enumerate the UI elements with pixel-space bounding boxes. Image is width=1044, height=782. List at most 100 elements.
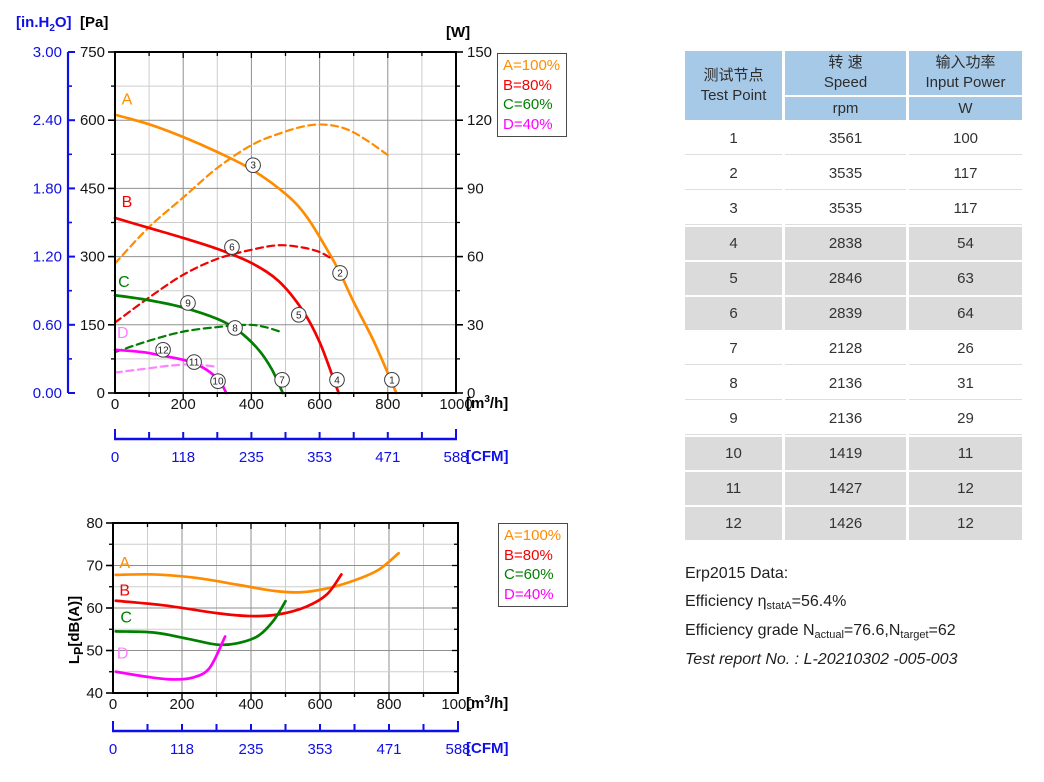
watt-unit-label: [W]	[446, 24, 471, 41]
tick-label: 120	[467, 112, 492, 129]
tick-label: 0	[97, 385, 105, 402]
tick-label: 3.00	[33, 44, 62, 61]
tick-label: 50	[86, 643, 103, 660]
cell-test-point: 6	[685, 297, 782, 330]
pressure-chart-legend: A=100% B=80% C=60% D=40%	[497, 53, 568, 137]
test-point-table: 测试节点 Test Point 转 速 Speed rpm 输入功率 Input Po…	[685, 51, 1022, 540]
test-point-marker-11	[186, 354, 202, 370]
test-point-marker-7	[274, 372, 290, 388]
table-row: 9 2136 29	[685, 402, 1022, 435]
table-row: 2 3535 117	[685, 157, 1022, 190]
cell-test-point: 11	[685, 472, 782, 505]
table-header-rpm: rpm	[785, 97, 906, 120]
table-row: 11 1427 12	[685, 472, 1022, 505]
cell-power: 12	[909, 472, 1022, 505]
erp2015-efficiency: Efficiency ηstatA=56.4%	[685, 593, 847, 612]
tick-label: 60	[467, 249, 484, 266]
tick-label: 1.80	[33, 180, 62, 197]
test-point-marker-label: 5	[296, 310, 302, 321]
cell-test-point: 7	[685, 332, 782, 365]
noise-chart-legend: A=100% B=80% C=60% D=40%	[498, 523, 569, 607]
tick-label: 70	[86, 558, 103, 575]
tick-label: 471	[376, 741, 401, 758]
table-row: 3 3535 117	[685, 192, 1022, 225]
test-point-marker-5	[290, 306, 307, 323]
inh2o-unit-label: [in.H2O]	[16, 14, 72, 34]
tick-label: 600	[80, 112, 105, 129]
test-point-marker-2	[332, 265, 348, 281]
tick-label: 40	[86, 685, 103, 702]
cell-speed: 1427	[785, 472, 906, 505]
curve-label-C: C	[120, 609, 132, 626]
tick-label: 450	[80, 180, 105, 197]
test-point-marker-label: 10	[212, 377, 224, 388]
tick-label: 400	[239, 396, 264, 413]
test-point-marker-label: 8	[232, 323, 238, 334]
table-header-row: 测试节点 Test Point 转 速 Speed rpm 输入功率 Input Po…	[685, 51, 1022, 120]
test-point-marker-9	[180, 295, 196, 311]
tick-label: 600	[307, 396, 332, 413]
cell-speed: 2136	[785, 402, 906, 435]
test-point-marker-label: 2	[337, 268, 343, 279]
tick-label: 60	[86, 600, 103, 617]
table-row: 7 2128 26	[685, 332, 1022, 365]
cell-power: 11	[909, 437, 1022, 470]
cell-test-point: 8	[685, 367, 782, 400]
tick-label: 30	[467, 317, 484, 334]
cell-test-point: 5	[685, 262, 782, 295]
cell-test-point: 2	[685, 157, 782, 190]
tick-label: 150	[80, 317, 105, 334]
cell-speed: 1426	[785, 507, 906, 540]
tick-label: 1.20	[33, 249, 62, 266]
table-row: 6 2839 64	[685, 297, 1022, 330]
test-point-marker-label: 4	[334, 375, 340, 386]
table-row: 8 2136 31	[685, 367, 1022, 400]
tick-label: 235	[239, 449, 264, 466]
cell-speed: 2136	[785, 367, 906, 400]
test-point-marker-label: 7	[279, 375, 285, 386]
cell-speed: 3535	[785, 157, 906, 190]
table-row: 5 2846 63	[685, 262, 1022, 295]
cell-speed: 3535	[785, 192, 906, 225]
cell-test-point: 1	[685, 122, 782, 155]
tick-label: 750	[80, 44, 105, 61]
legend-item: B=80%	[503, 76, 552, 94]
tick-label: 353	[307, 741, 332, 758]
test-point-marker-10	[210, 373, 226, 389]
cell-power: 29	[909, 402, 1022, 435]
curve-label-D: D	[117, 325, 129, 342]
curve-B-pressure	[113, 216, 341, 395]
test-point-marker-label: 11	[189, 358, 200, 369]
legend-item: D=40%	[503, 115, 553, 133]
cell-power: 26	[909, 332, 1022, 365]
cell-speed: 2839	[785, 297, 906, 330]
tick-label: 235	[238, 741, 263, 758]
m3h-unit-label-top: [m3/h]	[466, 394, 509, 412]
test-point-marker-6	[224, 239, 240, 255]
tick-label: 588	[443, 449, 468, 466]
curve-C-input-power	[113, 323, 282, 354]
erp2015-title: Erp2015 Data:	[685, 565, 789, 582]
table-row: 4 2838 54	[685, 227, 1022, 260]
test-point-marker-4	[329, 372, 345, 388]
cell-speed: 1419	[785, 437, 906, 470]
cell-speed: 2838	[785, 227, 906, 260]
curve-label-B: B	[119, 583, 130, 600]
tick-label: 80	[86, 515, 103, 532]
cell-speed: 3561	[785, 122, 906, 155]
tick-label: 471	[375, 449, 400, 466]
cell-test-point: 10	[685, 437, 782, 470]
curve-A-noise	[114, 551, 401, 594]
curve-label-D: D	[117, 645, 129, 662]
cell-power: 117	[909, 157, 1022, 190]
curve-C-noise	[114, 599, 287, 647]
table-header-test-point: 测试节点 Test Point	[685, 51, 782, 120]
lp-axis-label: LP[dB(A)]	[66, 595, 86, 665]
tick-label: 200	[171, 396, 196, 413]
pa-unit-label: [Pa]	[80, 14, 109, 31]
curve-label-C: C	[118, 274, 130, 291]
test-point-marker-label: 1	[389, 375, 395, 386]
tick-label: 0.00	[33, 385, 62, 402]
